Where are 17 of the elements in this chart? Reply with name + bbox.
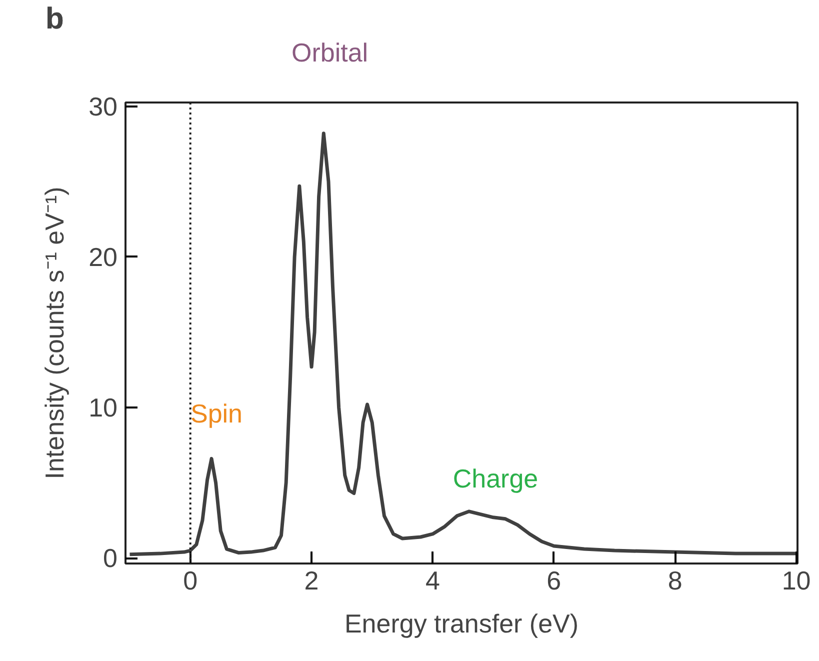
x-tick-label: 4 (425, 566, 440, 596)
x-tick-label: 0 (183, 566, 198, 596)
x-tick-label: 10 (782, 566, 811, 596)
line-series (128, 132, 798, 556)
chart-title: b (46, 2, 64, 36)
y-tick-label: 10 (88, 392, 118, 422)
text: Orbital (292, 38, 368, 68)
x-axis-title: Energy transfer (eV) (344, 608, 579, 638)
annotation: Spin (190, 398, 243, 428)
y-tick-label: 0 (103, 543, 118, 574)
y-tick-label: 30 (88, 91, 118, 122)
y-tick-label: 20 (88, 242, 118, 272)
annotation: Charge (452, 464, 538, 494)
y-axis-title: Intensity (counts s⁻¹ eV⁻¹) (40, 186, 70, 480)
x-tick-label: 2 (304, 566, 319, 596)
x-tick-label: 6 (546, 566, 562, 596)
x-tick-label: 8 (668, 566, 682, 596)
